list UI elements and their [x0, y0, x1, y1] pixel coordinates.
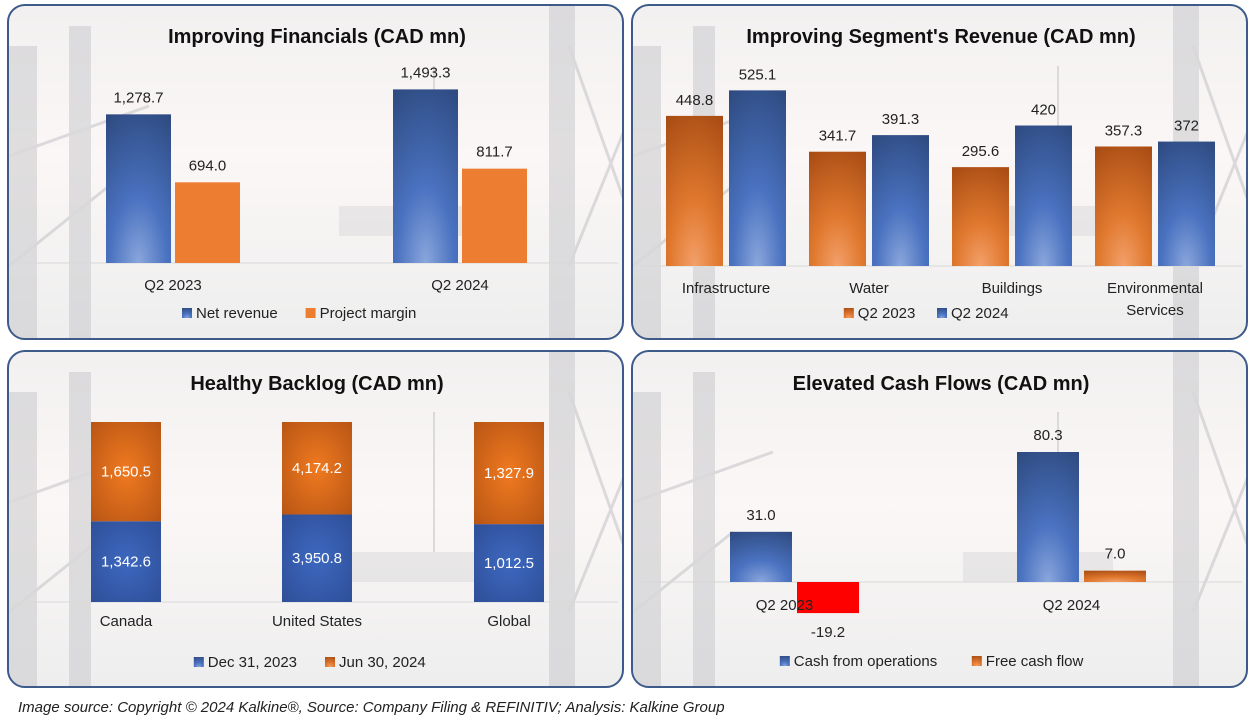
data-label: 80.3 — [1033, 427, 1062, 444]
category-label: Q2 2024 — [431, 277, 489, 294]
legend-label-1: Project margin — [320, 305, 417, 322]
bar-cash-from-operations-0 — [730, 531, 792, 582]
bar-q2-2024-3 — [1158, 141, 1215, 266]
legend-label-1: Q2 2024 — [951, 305, 1009, 322]
bar-net-revenue-1 — [393, 89, 458, 264]
legend-swatch-0 — [843, 308, 854, 318]
legend-swatch-0 — [182, 308, 192, 318]
data-label: 3,950.8 — [292, 550, 342, 567]
data-label: 1,278.7 — [113, 89, 163, 106]
stack-jun-30-2024-1 — [282, 422, 352, 515]
data-label: 1,012.5 — [484, 555, 534, 572]
bar-q2-2024-2 — [1015, 125, 1072, 266]
data-label: 420 — [1031, 102, 1056, 119]
category-label: Services — [1126, 302, 1184, 319]
bar-free-cash-flow-0 — [797, 582, 859, 614]
category-label: Environmental — [1107, 280, 1203, 297]
legend-label-0: Net revenue — [196, 305, 278, 322]
data-label: 295.6 — [962, 143, 1000, 160]
bar-project-margin-0 — [175, 182, 240, 263]
category-label: Q2 2023 — [756, 597, 814, 614]
legend-label-0: Dec 31, 2023 — [208, 654, 297, 671]
data-label: 1,327.9 — [484, 465, 534, 482]
bar-q2-2023-1 — [809, 151, 866, 266]
category-label: Buildings — [982, 280, 1043, 297]
bar-q2-2024-0 — [729, 90, 786, 267]
chart-panel-cashflows: Elevated Cash Flows (CAD mn) 31.0 -19.2 Q2 … — [631, 350, 1248, 688]
data-label: 391.3 — [882, 111, 920, 128]
data-label: 694.0 — [189, 157, 227, 174]
category-label: Q2 2024 — [1043, 597, 1101, 614]
bar-free-cash-flow-1 — [1084, 570, 1146, 582]
category-label: Infrastructure — [682, 280, 770, 297]
bar-q2-2023-3 — [1095, 146, 1152, 266]
chart-panel-financials: Improving Financials (CAD mn) 1,278.7 694.… — [7, 4, 624, 340]
cashflows-chart: Elevated Cash Flows (CAD mn) 31.0 -19.2 Q2 … — [641, 373, 1242, 670]
financials-chart: Improving Financials (CAD mn) 1,278.7 694.… — [17, 26, 618, 322]
data-label: 7.0 — [1105, 546, 1126, 563]
bar-project-margin-1 — [462, 168, 527, 263]
data-label: 1,342.6 — [101, 554, 151, 571]
stack-jun-30-2024-2 — [474, 422, 544, 525]
data-label: -19.2 — [811, 624, 845, 641]
image-source-caption: Image source: Copyright © 2024 Kalkine®,… — [18, 699, 725, 716]
legend-label-1: Jun 30, 2024 — [339, 654, 426, 671]
category-label: Q2 2023 — [144, 277, 202, 294]
chart-panel-segments: Improving Segment's Revenue (CAD mn) 448.… — [631, 4, 1248, 340]
legend-label-0: Q2 2023 — [858, 305, 916, 322]
bar-net-revenue-0 — [106, 114, 171, 263]
bar-q2-2024-1 — [872, 135, 929, 266]
data-label: 525.1 — [739, 66, 777, 83]
data-label: 357.3 — [1105, 122, 1143, 139]
chart-title: Improving Financials (CAD mn) — [168, 26, 466, 48]
data-label: 372 — [1174, 118, 1199, 135]
stack-jun-30-2024-0 — [91, 422, 161, 522]
stack-dec-31-2023-1 — [282, 514, 352, 602]
legend-label-0: Cash from operations — [794, 653, 937, 670]
data-label: 811.7 — [476, 144, 512, 161]
data-label: 448.8 — [676, 92, 714, 109]
category-label: Canada — [100, 613, 153, 630]
chart-title: Improving Segment's Revenue (CAD mn) — [746, 26, 1135, 48]
legend-swatch-1 — [325, 657, 335, 667]
chart-panel-backlog: Healthy Backlog (CAD mn) 1,342.6 1,650.5 Ca… — [7, 350, 624, 688]
category-label: Global — [487, 613, 530, 630]
segments-chart: Improving Segment's Revenue (CAD mn) 448.… — [641, 26, 1242, 322]
stack-dec-31-2023-0 — [91, 521, 161, 602]
legend-swatch-0 — [779, 656, 790, 666]
bar-cash-from-operations-1 — [1017, 452, 1079, 582]
chart-title: Elevated Cash Flows (CAD mn) — [793, 373, 1090, 395]
data-label: 31.0 — [746, 507, 775, 524]
bar-q2-2023-2 — [952, 167, 1009, 266]
stack-dec-31-2023-2 — [474, 524, 544, 602]
backlog-chart: Healthy Backlog (CAD mn) 1,342.6 1,650.5 Ca… — [17, 373, 618, 671]
data-label: 1,493.3 — [400, 64, 450, 81]
category-label: Water — [849, 280, 888, 297]
data-label: 4,174.2 — [292, 460, 342, 477]
legend-swatch-0 — [193, 657, 204, 667]
legend-label-1: Free cash flow — [986, 653, 1084, 670]
data-label: 1,650.5 — [101, 464, 151, 481]
bar-q2-2023-0 — [666, 115, 723, 266]
data-label: 341.7 — [819, 128, 857, 145]
category-label: United States — [272, 613, 362, 630]
legend-swatch-1 — [937, 308, 947, 318]
legend-swatch-1 — [971, 656, 982, 666]
legend-swatch-1 — [305, 308, 316, 318]
chart-title: Healthy Backlog (CAD mn) — [190, 373, 443, 395]
